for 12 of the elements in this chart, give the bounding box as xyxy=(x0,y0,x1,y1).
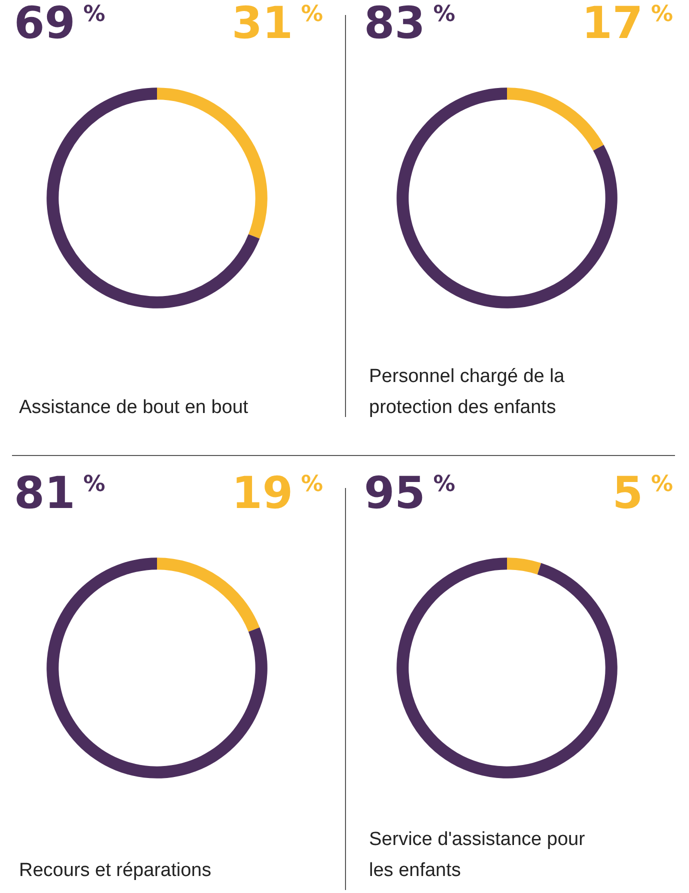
data-label: 5 % xyxy=(612,468,673,519)
data-label: 19 % xyxy=(232,468,323,519)
text: Assistance de bout en bout xyxy=(19,397,249,418)
data-label: 69 % xyxy=(14,0,106,49)
data-label: 83 % xyxy=(364,0,456,49)
text: Recours et réparations xyxy=(19,860,212,881)
data-label: 95 % xyxy=(364,468,456,519)
data-label: 81 % xyxy=(14,468,106,519)
text: Personnel chargé de la protection des enfants xyxy=(369,366,570,418)
data-label: 31 % xyxy=(232,0,323,49)
data-label: 17 % xyxy=(582,0,673,49)
text: Service d'assistance pour les enfants xyxy=(369,829,590,881)
